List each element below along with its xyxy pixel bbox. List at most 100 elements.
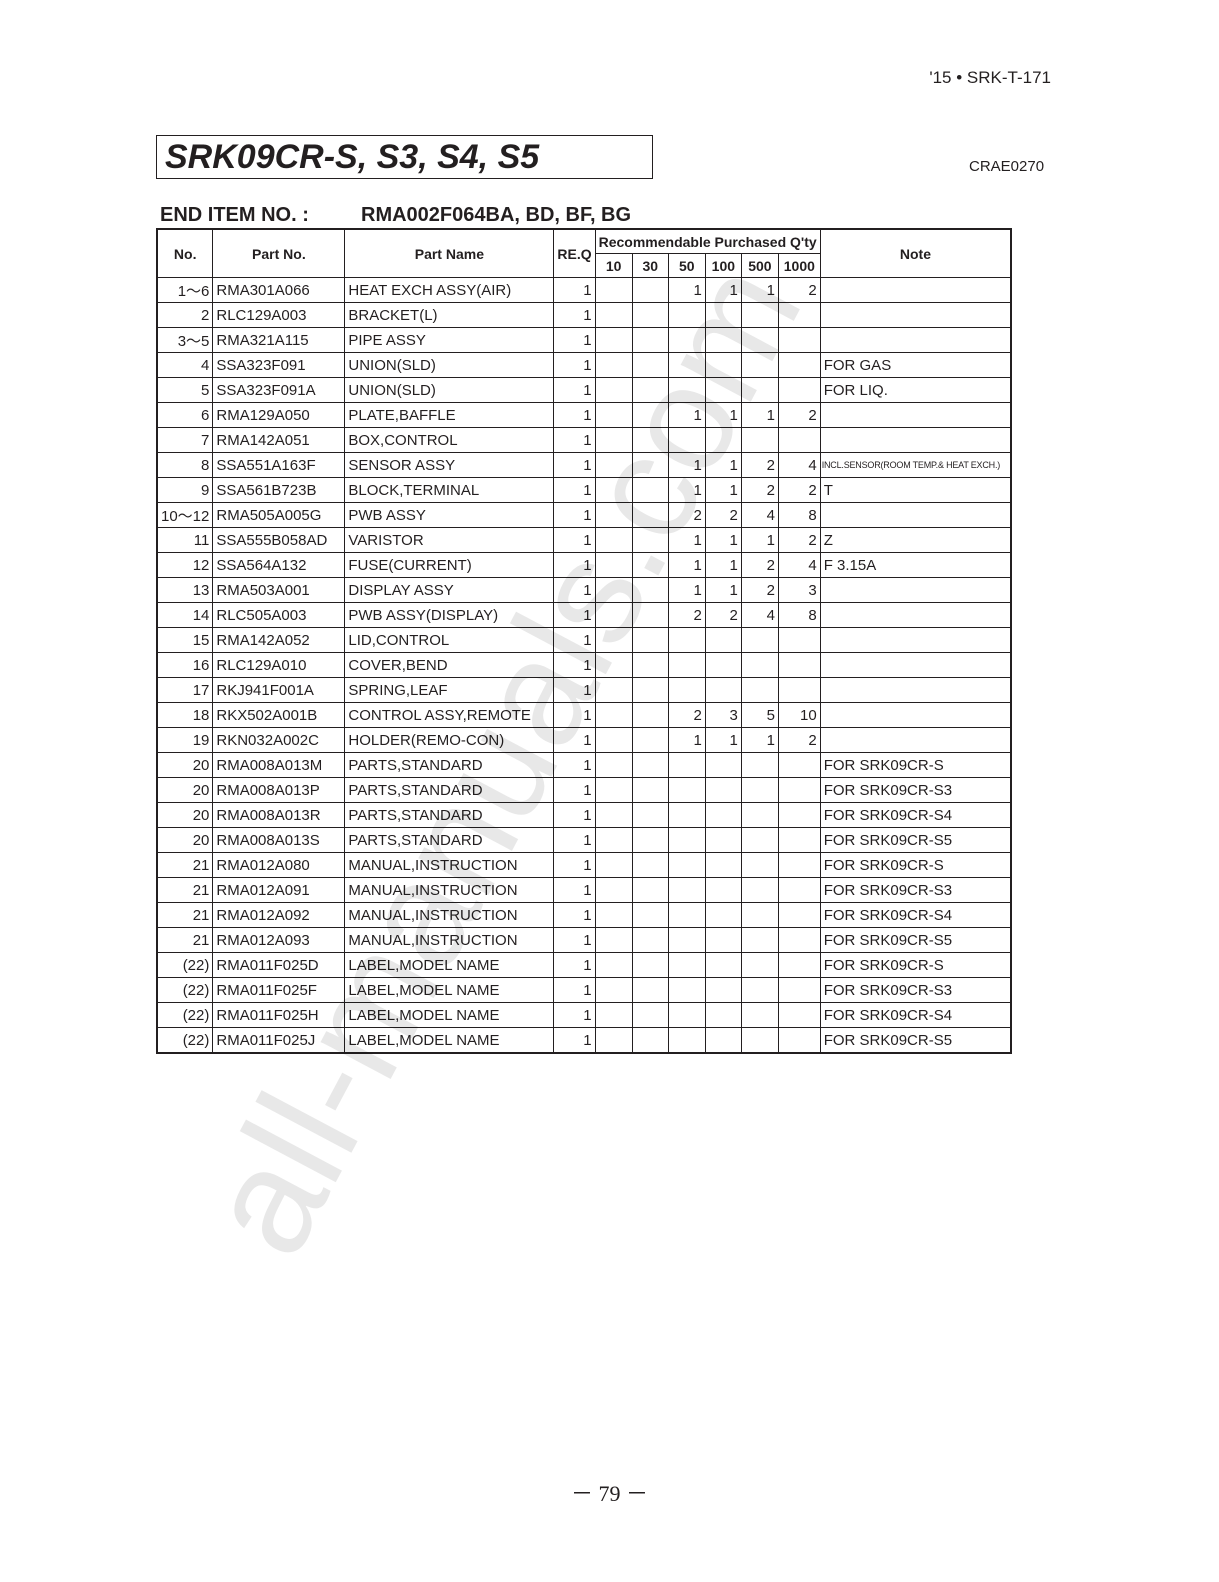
cell-no: 20 [156,802,214,828]
cell-qty-1000: 3 [777,577,821,603]
cell-qty-100 [704,1002,742,1028]
cell-qty-500 [740,427,779,453]
cell-qty-1000 [777,777,821,803]
cell-qty-500: 1 [740,727,779,753]
cell-part-name: BRACKET(L) [344,302,555,328]
cell-qty-30 [631,652,669,678]
cell-qty-50: 1 [667,277,706,303]
cell-no: 20 [156,827,214,853]
cell-qty-30 [631,727,669,753]
cell-part-no: RMA011F025D [212,952,346,978]
cell-qty-10 [594,427,633,453]
cell-part-no: RMA008A013M [212,752,346,778]
cell-req: 1 [553,377,596,403]
cell-qty-500 [740,327,779,353]
cell-part-name: COVER,BEND [344,652,555,678]
cell-qty-10 [594,602,633,628]
cell-part-name: PARTS,STANDARD [344,752,555,778]
title-box: SRK09CR-S, S3, S4, S5 [156,135,653,179]
cell-qty-100 [704,352,742,378]
cell-qty-10 [594,402,633,428]
cell-qty-100 [704,902,742,928]
cell-part-name: MANUAL,INSTRUCTION [344,927,555,953]
cell-qty-30 [631,627,669,653]
cell-qty-500 [740,377,779,403]
cell-note [819,677,1012,703]
cell-qty-500 [740,752,779,778]
cell-req: 1 [553,902,596,928]
cell-qty-1000 [777,827,821,853]
cell-part-name: DISPLAY ASSY [344,577,555,603]
cell-qty-1000 [777,952,821,978]
table-row: (22) RMA011F025F LABEL,MODEL NAME 1 FOR SRK0… [156,977,1012,1003]
cell-qty-100 [704,977,742,1003]
cell-qty-10 [594,677,633,703]
cell-part-no: RMA011F025H [212,1002,346,1028]
end-item: END ITEM NO. : RMA002F064BA, BD, BF, BG [160,204,631,227]
cell-qty-1000: 2 [777,402,821,428]
page-number: － 79 － [570,1481,648,1506]
table-row: (22) RMA011F025D LABEL,MODEL NAME 1 FOR SRK0… [156,952,1012,978]
cell-req: 1 [553,977,596,1003]
cell-req: 1 [553,752,596,778]
table-row: 13 RMA503A001 DISPLAY ASSY 1 1 1 2 3 [156,577,1012,603]
cell-qty-30 [631,352,669,378]
cell-qty-50 [667,352,706,378]
cell-req: 1 [553,302,596,328]
cell-qty-50 [667,852,706,878]
cell-part-name: MANUAL,INSTRUCTION [344,877,555,903]
cell-qty-30 [631,927,669,953]
cell-qty-30 [631,502,669,528]
table-row: 20 RMA008A013P PARTS,STANDARD 1 FOR SRK09CR-… [156,777,1012,803]
cell-qty-10 [594,752,633,778]
cell-qty-100 [704,302,742,328]
cell-qty-500: 2 [740,577,779,603]
cell-qty-50 [667,877,706,903]
cell-part-name: PARTS,STANDARD [344,777,555,803]
cell-part-no: SSA555B058AD [212,527,346,553]
cell-qty-30 [631,702,669,728]
cell-qty-10 [594,502,633,528]
cell-part-no: RMA012A093 [212,927,346,953]
table-row: 20 RMA008A013R PARTS,STANDARD 1 FOR SRK09CR-… [156,802,1012,828]
cell-qty-1000: 10 [777,702,821,728]
cell-qty-50 [667,902,706,928]
cell-qty-500 [740,302,779,328]
table-row: 18 RKX502A001B CONTROL ASSY,REMOTE 1 2 3 5 10 [156,702,1012,728]
cell-note: FOR LIQ. [819,377,1012,403]
cell-req: 1 [553,702,596,728]
table-row: 21 RMA012A080 MANUAL,INSTRUCTION 1 FOR SRK09… [156,852,1012,878]
cell-qty-10 [594,352,633,378]
cell-qty-50 [667,652,706,678]
cell-part-name: PWB ASSY(DISPLAY) [344,602,555,628]
cell-part-name: MANUAL,INSTRUCTION [344,852,555,878]
cell-qty-100: 1 [704,552,742,578]
cell-part-no: SSA323F091A [212,377,346,403]
cell-qty-50: 2 [667,702,706,728]
table-row: 5 SSA323F091A UNION(SLD) 1 FOR LIQ. [156,377,1012,403]
cell-req: 1 [553,927,596,953]
cell-qty-10 [594,927,633,953]
cell-qty-1000 [777,627,821,653]
cell-qty-50 [667,952,706,978]
cell-qty-100 [704,952,742,978]
cell-qty-500: 1 [740,277,779,303]
cell-note: FOR GAS [819,352,1012,378]
cell-note: FOR SRK09CR-S5 [819,1027,1012,1054]
cell-qty-500 [740,677,779,703]
cell-qty-50 [667,802,706,828]
cell-qty-50: 2 [667,602,706,628]
cell-qty-1000 [777,677,821,703]
cell-qty-1000: 2 [777,527,821,553]
cell-part-name: LABEL,MODEL NAME [344,1002,555,1028]
cell-qty-500 [740,927,779,953]
cell-note [819,502,1012,528]
cell-qty-500: 5 [740,702,779,728]
cell-note: FOR SRK09CR-S3 [819,877,1012,903]
header-qty-10: 10 [594,253,633,278]
document-id: '15 • SRK-T-171 [929,68,1051,87]
cell-note: FOR SRK09CR-S4 [819,1002,1012,1028]
cell-req: 1 [553,402,596,428]
cell-qty-10 [594,1027,633,1054]
